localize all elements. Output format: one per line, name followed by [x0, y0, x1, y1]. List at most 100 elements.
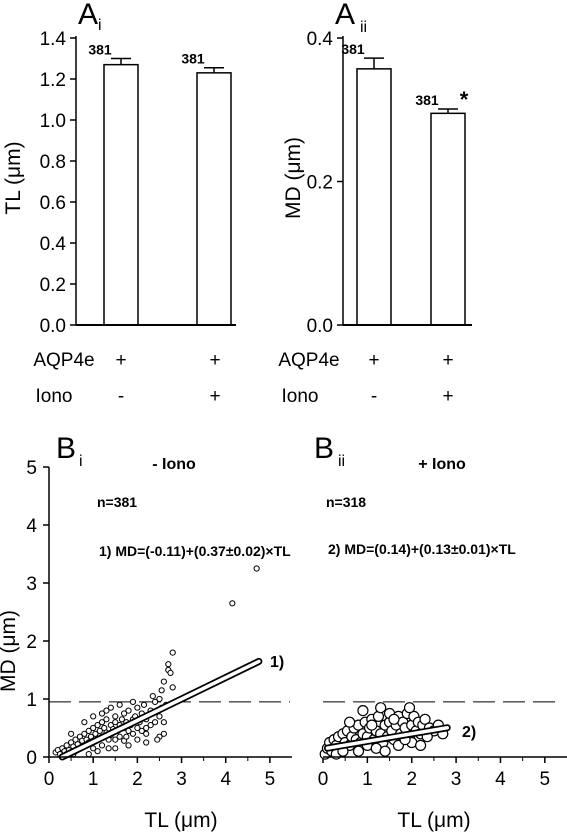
aii-bar2-iono: +: [442, 386, 453, 407]
data-point: [98, 710, 106, 717]
panel-subscript: ii: [338, 453, 345, 470]
aii-bar1-iono: -: [371, 386, 377, 407]
n-count: n=318: [326, 494, 366, 510]
y-tick-label: 0.6: [40, 193, 66, 214]
panel-b-i-scatter: B i - Iono n=381 1) MD=(-0.11)+(0.37±0.0…: [0, 432, 292, 832]
y-tick-label: 0.8: [40, 152, 66, 173]
x-tick-label: 4: [220, 769, 231, 790]
y-tick-label: 4: [26, 516, 37, 537]
ai-bar1-aqp4e: +: [115, 350, 126, 371]
n-count: n=381: [97, 494, 137, 510]
x-tick-label: 5: [265, 769, 276, 790]
y-tick-label: 3: [26, 574, 37, 595]
fit-label: 1): [270, 654, 284, 671]
n-label: 381: [88, 42, 112, 58]
y-tick-label: 5: [26, 458, 37, 479]
bar: [103, 63, 139, 326]
data-point: [143, 724, 150, 732]
ai-bar2-iono: +: [209, 386, 220, 407]
x-tick-label: 1: [362, 769, 373, 790]
x-axis-label: TL (μm): [397, 809, 470, 832]
fit-equation: 2) MD=(0.14)+(0.13±0.01)×TL: [328, 541, 516, 557]
y-axis-label: MD (μm): [0, 610, 20, 692]
y-tick-label: 0.2: [307, 173, 333, 194]
data-point: [134, 736, 141, 743]
data-point: [344, 716, 356, 728]
row-label-aqp4e: AQP4e: [33, 350, 94, 371]
data-point: [112, 713, 119, 720]
data-point: [156, 713, 163, 720]
panel-subscript: ii: [360, 19, 367, 36]
data-point: [415, 739, 427, 752]
n-label: 381: [415, 92, 439, 108]
y-axis-label: TL (μm): [2, 141, 25, 214]
data-point: [375, 702, 387, 714]
data-point: [81, 719, 88, 726]
condition-table: AQP4e Iono + + - + AQP4e Iono + + - +: [33, 350, 453, 407]
row-label-iono-aii: Iono: [282, 386, 319, 407]
x-tick-label: 5: [540, 769, 551, 790]
ai-bar2-aqp4e: +: [209, 350, 220, 371]
data-point: [158, 687, 165, 694]
bar: [356, 68, 392, 326]
y-tick-label: 1: [26, 690, 37, 711]
y-tick-label: 0.4: [40, 234, 67, 255]
data-point: [112, 736, 119, 743]
y-axis-label: MD (μm): [282, 137, 305, 219]
y-tick-label: 0.2: [40, 275, 66, 296]
data-point: [129, 730, 137, 737]
aii-bar2-aqp4e: +: [442, 350, 453, 371]
y-tick-label: 0.0: [40, 316, 66, 337]
n-label: 381: [181, 51, 205, 67]
x-tick-label: 2: [132, 769, 143, 790]
data-point: [90, 724, 97, 732]
bar: [196, 72, 232, 326]
row-label-aqp4e-aii: AQP4e: [278, 350, 339, 371]
data-point: [134, 704, 141, 711]
fit-equation: 1) MD=(-0.11)+(0.37±0.02)×TL: [99, 543, 291, 559]
data-point: [116, 733, 123, 740]
data-point: [94, 748, 101, 755]
data-point: [94, 722, 101, 729]
row-label-iono: Iono: [36, 386, 73, 407]
data-point: [123, 733, 130, 740]
data-point: [112, 719, 119, 726]
data-point: [388, 713, 400, 725]
data-point: [134, 724, 141, 732]
y-tick-label: 0.0: [307, 316, 333, 337]
significance-asterisk: *: [460, 87, 469, 112]
x-tick-label: 0: [318, 769, 329, 790]
x-tick-label: 3: [451, 769, 462, 790]
data-point: [118, 716, 126, 723]
panel-subscript: i: [79, 453, 83, 470]
data-point: [253, 565, 260, 572]
data-point: [107, 704, 114, 711]
panel-b-ii-scatter: B ii + Iono n=318 2) MD=(0.14)+(0.13±0.0…: [314, 432, 567, 832]
y-tick-label: 2: [26, 632, 37, 653]
data-point: [229, 600, 236, 607]
data-point: [403, 702, 416, 714]
data-point: [165, 661, 172, 668]
ai-bar1-iono: -: [118, 386, 124, 407]
y-tick-label: 0: [26, 748, 37, 769]
data-point: [112, 745, 119, 752]
panel-a-ii-bar-chart: A ii MD (μm) 0.0 0.2 0.4 381 381 *: [282, 0, 472, 337]
data-point: [103, 707, 110, 714]
x-tick-label: 0: [44, 769, 55, 790]
data-point: [103, 716, 110, 723]
data-point: [169, 684, 176, 691]
data-point: [156, 695, 163, 703]
data-point: [125, 707, 132, 714]
data-point: [116, 701, 123, 708]
aii-bar1-aqp4e: +: [368, 350, 379, 371]
data-point: [149, 693, 156, 700]
x-axis-label: TL (μm): [144, 809, 217, 832]
panel-a-i-bar-chart: A i TL (μm) 0.0 0.2 0.4 0.6 0.8 1.0 1.2 1.4 381…: [2, 0, 236, 337]
data-point: [96, 727, 103, 735]
x-tick-label: 3: [176, 769, 187, 790]
data-point: [151, 698, 159, 706]
panel-letter: A: [335, 0, 355, 31]
data-point: [357, 704, 369, 717]
fit-line: [60, 659, 261, 759]
